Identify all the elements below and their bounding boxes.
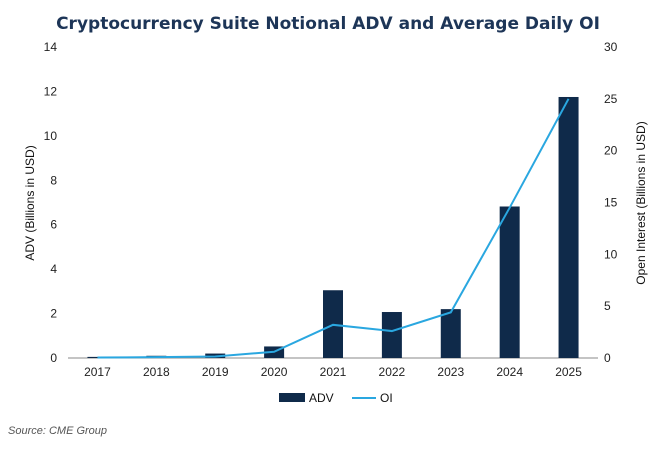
source-note: Source: CME Group: [8, 425, 107, 437]
x-tick-label: 2025: [555, 365, 582, 379]
legend-adv-label: ADV: [309, 391, 334, 405]
adv-bars: [87, 96, 579, 358]
legend-adv-swatch: [279, 393, 305, 402]
right-axis-ticks: 0 5 10 15 20 25 30: [604, 40, 618, 365]
legend-oi-label: OI: [380, 391, 393, 405]
x-tick-label: 2020: [261, 365, 288, 379]
x-tick-label: 2021: [320, 365, 347, 379]
left-tick-label: 8: [50, 173, 57, 187]
left-tick-label: 12: [44, 84, 58, 98]
right-tick-label: 30: [604, 40, 618, 54]
left-axis-title: ADV (Billions in USD): [23, 145, 37, 260]
adv-bar: [558, 96, 579, 358]
right-tick-label: 0: [604, 351, 611, 365]
x-tick-label: 2019: [202, 365, 229, 379]
left-tick-label: 4: [50, 262, 57, 276]
left-tick-label: 14: [44, 40, 58, 54]
left-axis-ticks: 0 2 4 6 8 10 12 14: [44, 40, 58, 365]
oi-series-line: [97, 98, 570, 359]
right-axis-title: Open Interest (Billions in USD): [634, 121, 648, 284]
x-tick-label: 2018: [143, 365, 170, 379]
left-tick-label: 6: [50, 218, 57, 232]
left-tick-label: 0: [50, 351, 57, 365]
right-tick-label: 5: [604, 299, 611, 313]
right-tick-label: 25: [604, 92, 618, 106]
legend: ADV OI: [279, 391, 393, 405]
left-tick-label: 2: [50, 307, 57, 321]
x-axis-tick-labels: 2017 2018 2019 2020 2021 2022 2023 2024 2025: [84, 365, 582, 379]
x-tick-label: 2024: [496, 365, 523, 379]
x-tick-label: 2022: [379, 365, 406, 379]
adv-bar: [440, 309, 461, 358]
chart-title: Cryptocurrency Suite Notional ADV and Av…: [56, 14, 600, 34]
adv-bar: [381, 312, 402, 358]
right-tick-label: 10: [604, 247, 618, 261]
right-tick-label: 20: [604, 144, 618, 158]
x-tick-label: 2017: [84, 365, 111, 379]
right-tick-label: 15: [604, 196, 618, 210]
adv-bar: [499, 206, 520, 358]
left-tick-label: 10: [44, 129, 58, 143]
x-tick-label: 2023: [437, 365, 464, 379]
